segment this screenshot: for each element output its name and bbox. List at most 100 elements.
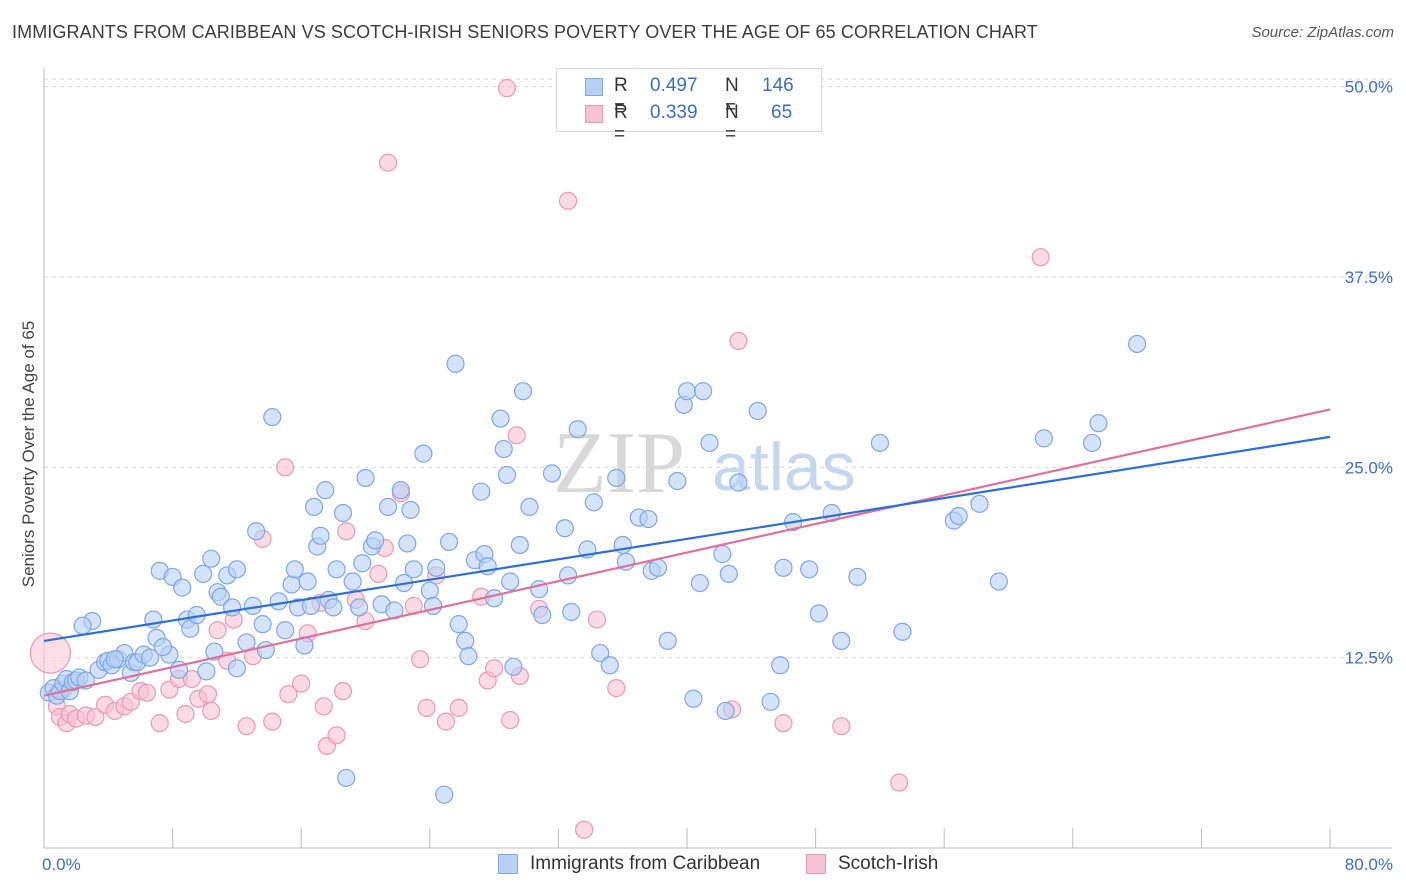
- caribbean-point: [427, 558, 446, 577]
- bottom-legend-label-caribbean: Immigrants from Caribbean: [530, 853, 761, 874]
- caribbean-point: [510, 535, 529, 555]
- caribbean-point: [227, 659, 246, 678]
- caribbean-point: [1034, 429, 1053, 448]
- caribbean-point: [639, 509, 658, 529]
- caribbean-point: [378, 497, 398, 516]
- caribbean-point: [366, 531, 385, 550]
- legend-n-label: N =: [725, 102, 739, 145]
- caribbean-point: [282, 575, 301, 594]
- x-tick-label-min: 0.0%: [42, 855, 81, 874]
- caribbean-point: [435, 785, 454, 804]
- scotch-irish-point: [587, 610, 607, 629]
- caribbean-point: [263, 407, 282, 427]
- caribbean-point: [684, 689, 703, 708]
- series-scotch-irish-points: [29, 79, 1050, 839]
- caribbean-point: [446, 354, 465, 373]
- caribbean-point: [485, 589, 504, 608]
- scotch-irish-point: [485, 659, 504, 678]
- caribbean-point: [648, 558, 668, 577]
- scotch-irish-point: [327, 726, 346, 745]
- caribbean-point: [414, 444, 433, 463]
- caribbean-point: [1127, 334, 1147, 354]
- caribbean-point: [105, 650, 124, 669]
- legend-r-label: R =: [614, 102, 628, 145]
- caribbean-point: [197, 662, 216, 681]
- caribbean-point: [870, 433, 890, 453]
- caribbean-point: [456, 631, 475, 651]
- scotch-irish-point: [279, 685, 298, 704]
- caribbean-point: [497, 465, 517, 485]
- caribbean-trend-line: [43, 435, 1331, 642]
- caribbean-point: [140, 648, 160, 667]
- y-tick-label: 25.0%: [1345, 458, 1393, 477]
- caribbean-point: [748, 401, 767, 421]
- caribbean-point: [285, 560, 304, 579]
- scotch-irish-point: [497, 79, 517, 98]
- caribbean-point: [700, 433, 719, 453]
- grid-lines: [44, 78, 1392, 659]
- caribbean-point: [227, 560, 246, 579]
- caribbean-point: [555, 519, 574, 538]
- scotch-irish-point: [276, 458, 295, 477]
- scotch-irish-point: [890, 773, 909, 792]
- caribbean-point: [1082, 433, 1102, 453]
- scotch-irish-point: [263, 712, 282, 731]
- caribbean-point: [222, 598, 242, 617]
- caribbean-point: [439, 532, 459, 552]
- scotch-irish-trend-line: [43, 408, 1331, 697]
- caribbean-point: [504, 657, 523, 676]
- caribbean-point: [568, 420, 587, 439]
- caribbean-point: [253, 615, 272, 634]
- y-tick-label: 12.5%: [1345, 649, 1393, 668]
- caribbean-point: [668, 471, 687, 491]
- caribbean-point: [690, 573, 709, 593]
- scotch-irish-point: [176, 704, 195, 724]
- caribbean-point: [327, 560, 346, 579]
- caribbean-point: [713, 545, 732, 564]
- caribbean-point: [832, 631, 851, 651]
- series-caribbean-points: [39, 334, 1147, 804]
- scotch-irish-point: [29, 632, 72, 674]
- caribbean-point: [298, 572, 317, 591]
- caribbean-point: [472, 482, 491, 501]
- caribbean-point: [391, 481, 410, 500]
- scotch-irish-point: [607, 679, 626, 698]
- caribbean-point: [459, 647, 478, 666]
- scotch-irish-point: [237, 717, 256, 736]
- y-tick-label: 37.5%: [1345, 268, 1393, 287]
- scotch-irish-point: [137, 683, 156, 702]
- scotch-irish-point: [202, 701, 221, 721]
- caribbean-point: [716, 701, 735, 721]
- scotch-irish-point: [86, 707, 105, 727]
- watermark-atlas: atlas: [712, 429, 856, 505]
- bottom-legend-scotch-irish: Scotch-Irish: [806, 853, 966, 879]
- legend-n-value-caribbean: 146: [762, 75, 794, 96]
- caribbean-point: [774, 558, 793, 577]
- caribbean-point: [304, 497, 324, 516]
- caribbean-point: [353, 554, 372, 573]
- caribbean-point: [333, 503, 353, 523]
- caribbean-point: [848, 567, 867, 587]
- caribbean-point: [600, 656, 619, 675]
- caribbean-point: [423, 596, 443, 615]
- caribbean-point: [949, 506, 968, 526]
- caribbean-point: [970, 494, 989, 513]
- scotch-irish-point: [378, 153, 398, 172]
- stats-legend: R = 0.497 N = 146 R = 0.339 N = 65: [556, 68, 822, 145]
- scotch-irish-point: [501, 710, 520, 730]
- caribbean-point: [316, 481, 335, 500]
- caribbean-point: [584, 493, 603, 512]
- legend-swatch-caribbean: [585, 78, 603, 96]
- caribbean-point: [269, 592, 288, 611]
- legend-r-value-caribbean: 0.497: [650, 75, 698, 96]
- bottom-legend-caribbean: Immigrants from Caribbean: [498, 853, 788, 879]
- x-tick-label-max: 80.0%: [1345, 855, 1393, 874]
- source-label: Source: ZipAtlas.com: [1251, 24, 1394, 41]
- scotch-irish-point: [774, 714, 793, 733]
- caribbean-point: [385, 601, 404, 620]
- caribbean-point: [989, 572, 1008, 591]
- caribbean-point: [301, 596, 320, 615]
- caribbean-point: [153, 637, 173, 657]
- scotch-irish-point: [575, 820, 594, 839]
- caribbean-point: [542, 464, 562, 483]
